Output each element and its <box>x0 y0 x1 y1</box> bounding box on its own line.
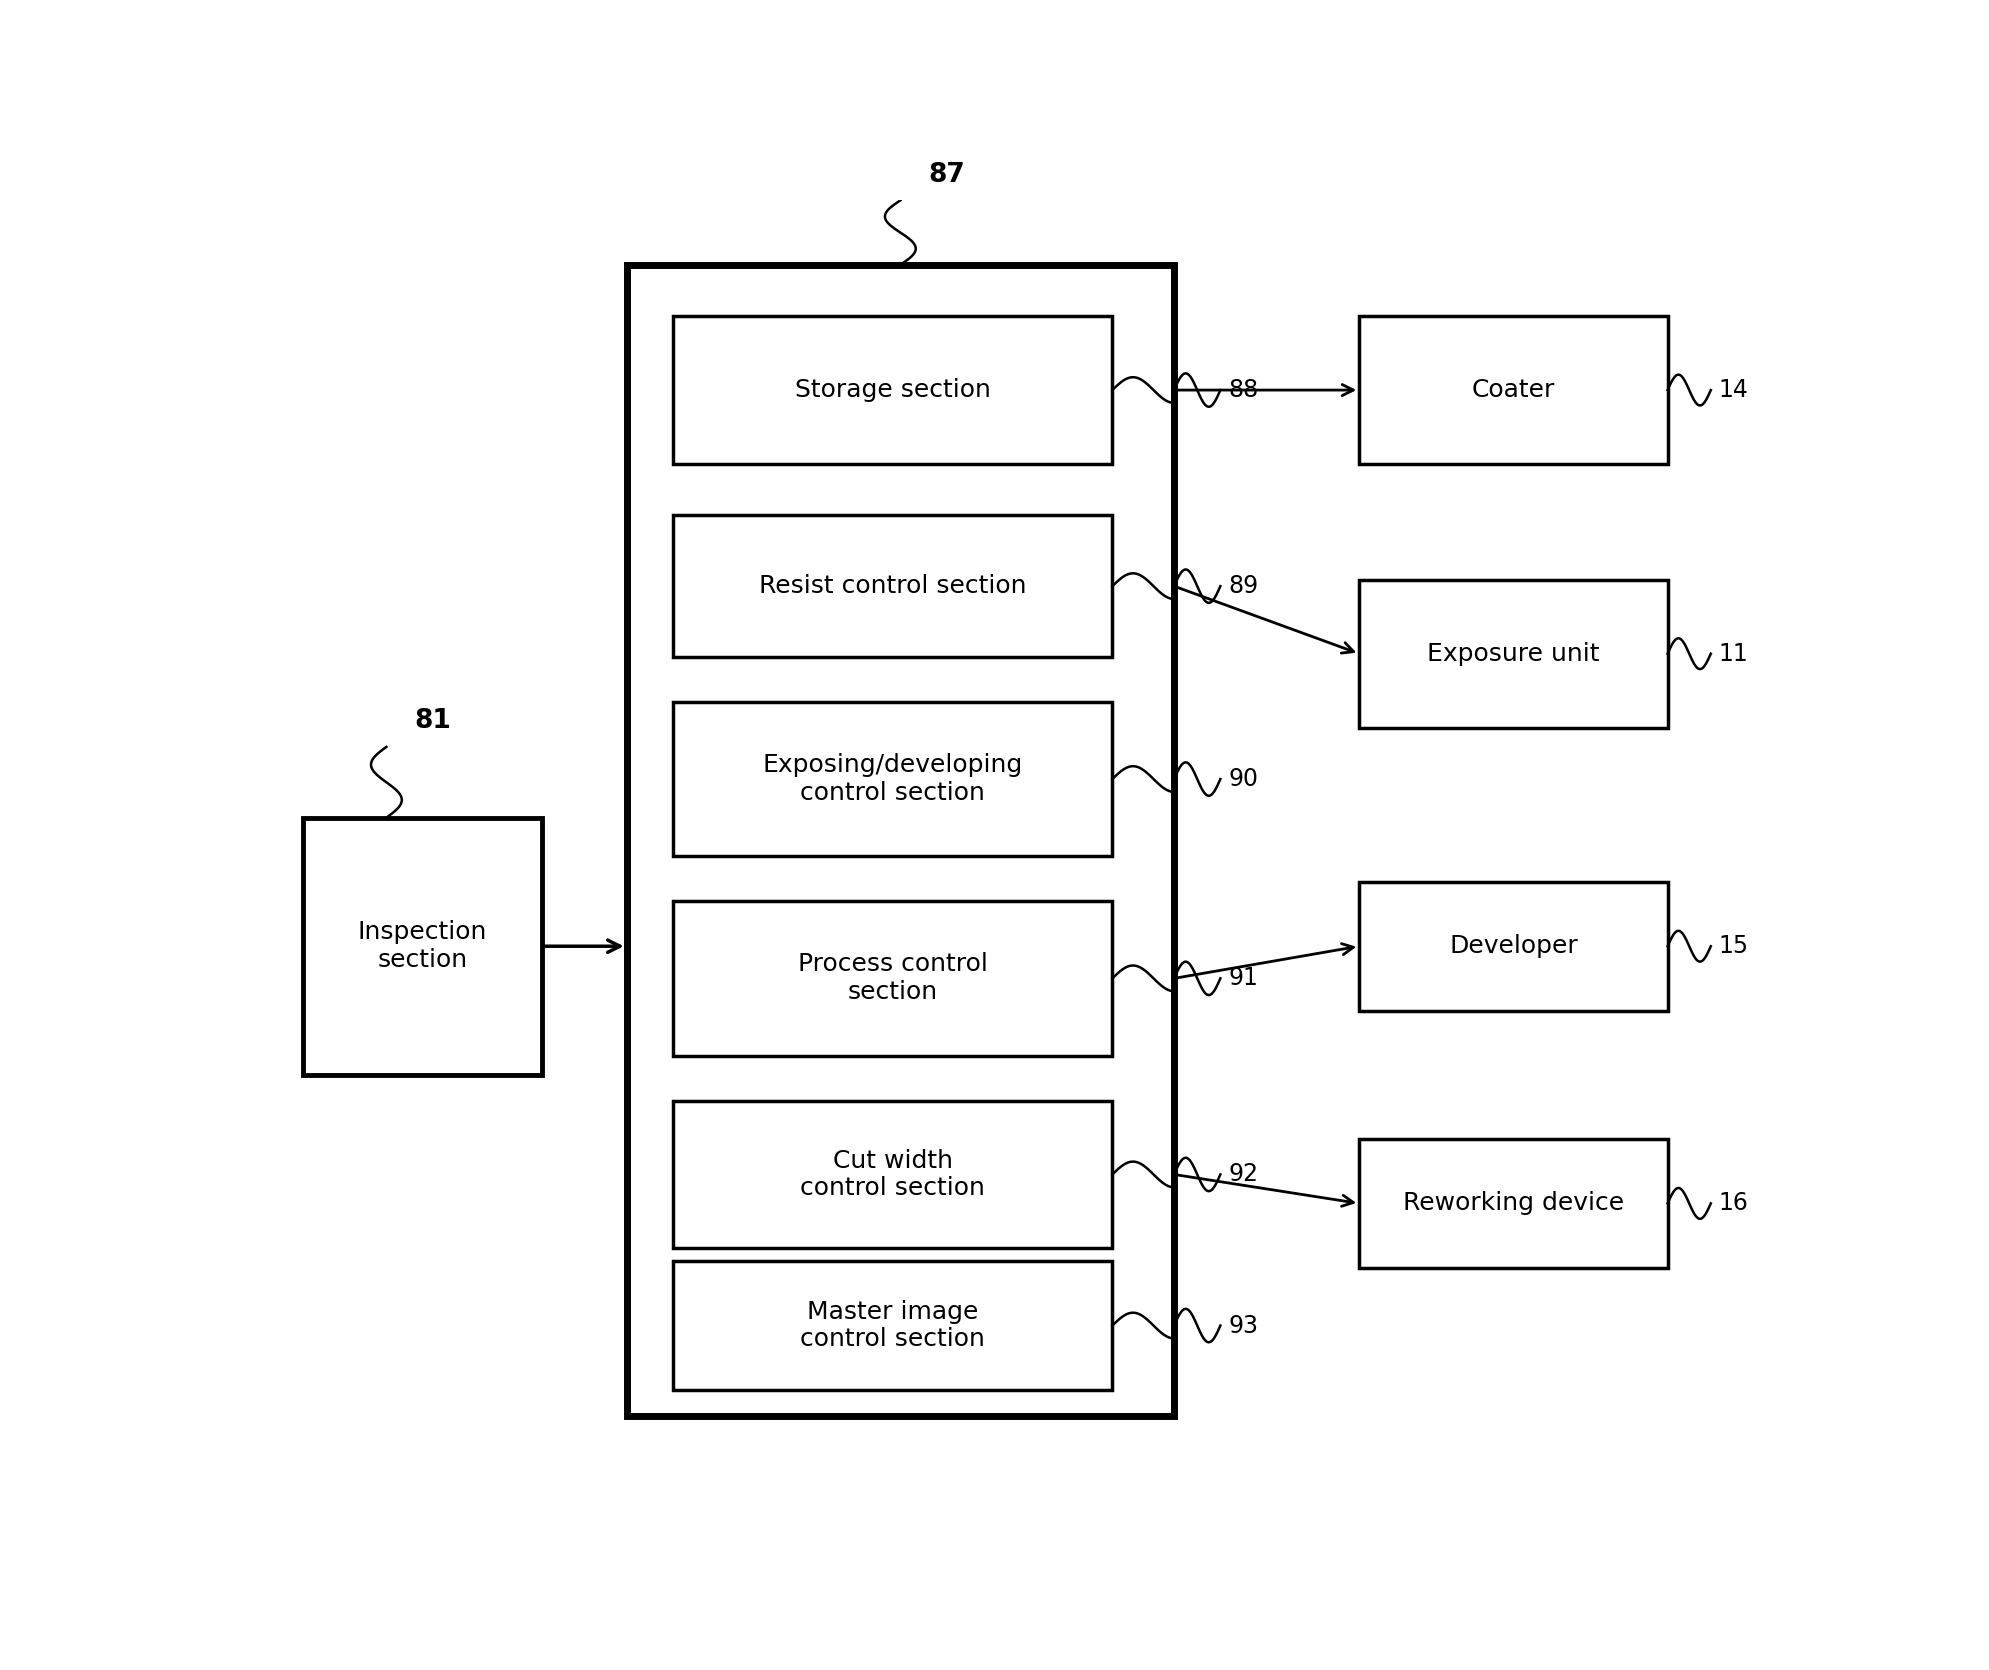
Text: 89: 89 <box>1227 574 1257 598</box>
Text: Reworking device: Reworking device <box>1402 1191 1623 1216</box>
Text: Resist control section: Resist control section <box>758 574 1026 598</box>
Bar <box>302 818 541 1075</box>
Text: 81: 81 <box>414 708 452 735</box>
Bar <box>1358 316 1667 464</box>
Text: Coater: Coater <box>1472 377 1553 402</box>
Text: 16: 16 <box>1718 1191 1748 1216</box>
Bar <box>672 1261 1112 1389</box>
Bar <box>672 701 1112 857</box>
Text: Exposure unit: Exposure unit <box>1426 641 1599 666</box>
Text: Storage section: Storage section <box>794 377 991 402</box>
Text: 15: 15 <box>1718 934 1748 959</box>
Text: Inspection
section: Inspection section <box>358 920 487 972</box>
Text: 93: 93 <box>1227 1314 1257 1338</box>
Text: 14: 14 <box>1718 377 1748 402</box>
Text: Cut width
control section: Cut width control section <box>800 1149 985 1201</box>
Bar <box>1358 1139 1667 1268</box>
Bar <box>672 902 1112 1055</box>
Bar <box>1358 579 1667 728</box>
Text: Exposing/developing
control section: Exposing/developing control section <box>762 753 1022 805</box>
Bar <box>672 316 1112 464</box>
Text: Developer: Developer <box>1448 934 1577 959</box>
Text: Master image
control section: Master image control section <box>800 1299 985 1351</box>
Bar <box>672 1101 1112 1249</box>
Bar <box>627 266 1174 1416</box>
Bar <box>672 516 1112 656</box>
Bar <box>1358 882 1667 1010</box>
Text: 91: 91 <box>1227 967 1257 990</box>
Text: 92: 92 <box>1227 1162 1257 1186</box>
Text: 90: 90 <box>1227 767 1257 792</box>
Text: 87: 87 <box>927 162 965 187</box>
Text: 11: 11 <box>1718 641 1748 666</box>
Text: 88: 88 <box>1227 377 1257 402</box>
Text: Process control
section: Process control section <box>798 952 987 1004</box>
